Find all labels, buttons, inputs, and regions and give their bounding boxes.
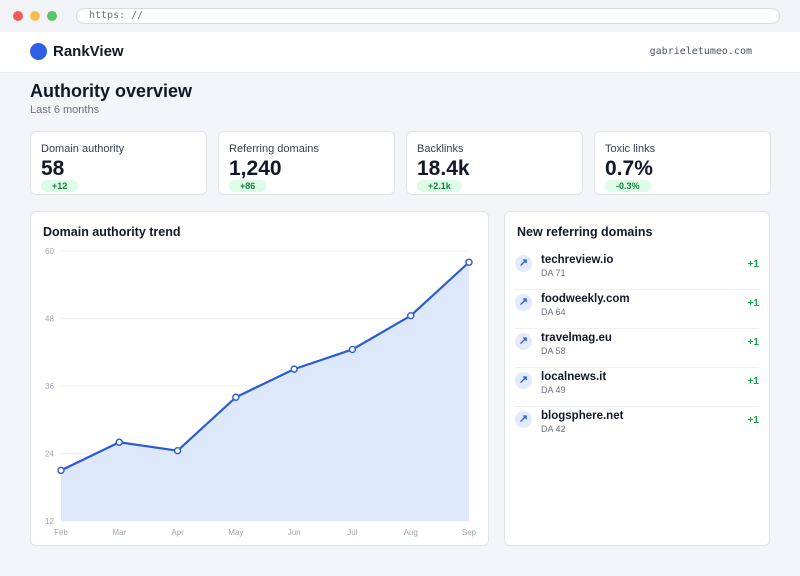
arrow-up-right-icon: ↗ [515,255,532,272]
trend-point[interactable] [348,345,357,354]
referring-domain-authority: DA 71 [541,268,566,278]
referring-domain-authority: DA 49 [541,385,566,395]
referring-domain-row[interactable]: ↗ techreview.io DA 71 +1 [515,251,759,290]
trend-line [60,261,470,472]
referring-domain-name[interactable]: blogsphere.net [541,410,624,422]
stat-value: 0.7% [605,157,653,180]
referring-domain-name[interactable]: localnews.it [541,371,607,383]
brand-name[interactable]: RankView [53,43,124,60]
stat-value: 1,240 [229,157,282,180]
referring-domain-delta: +1 [747,298,759,309]
trend-point[interactable] [232,393,240,401]
referring-domain-row[interactable]: ↗ foodweekly.com DA 64 +1 [515,290,759,329]
stat-label: Toxic links [605,143,656,155]
x-tick-label: May [228,528,243,537]
trend-point[interactable] [407,311,415,320]
app-header: RankView gabrieletumeo.com [0,32,800,73]
trend-point[interactable] [57,466,65,475]
user-account[interactable]: gabrieletumeo.com [649,46,752,57]
stat-delta-badge: -0.3% [605,180,651,192]
stat-value: 58 [41,157,65,180]
trend-point[interactable] [465,258,473,266]
referring-domain-delta: +1 [747,415,759,426]
trend-area [61,262,469,521]
y-tick-label: 60 [45,247,54,256]
referring-domain-authority: DA 42 [541,424,566,434]
trend-point[interactable] [115,438,123,446]
stat-label: Referring domains [229,143,319,155]
stat-delta-badge: +86 [229,180,267,192]
arrow-up-right-icon: ↗ [515,294,532,311]
referring-domain-delta: +1 [747,259,759,270]
referring-domain-delta: +1 [747,376,759,387]
x-tick-label: Sep [462,528,477,537]
page-title: Authority overview [30,81,193,101]
stat-card-backlinks: Backlinks 18.4k +2.1k [406,131,583,195]
arrow-up-right-icon: ↗ [515,372,532,389]
referring-domain-row[interactable]: ↗ travelmag.eu DA 58 +1 [515,329,759,368]
x-tick-label: Feb [54,528,68,537]
referring-domain-name[interactable]: travelmag.eu [541,332,612,344]
x-tick-label: Jun [288,528,301,537]
referring-domain-authority: DA 64 [541,307,566,317]
x-tick-label: Aug [404,528,418,537]
y-tick-label: 12 [45,517,54,526]
arrow-up-right-icon: ↗ [515,411,532,428]
stat-delta-badge: +2.1k [417,180,462,192]
y-tick-label: 24 [45,450,54,459]
referring-title: New referring domains [517,225,653,239]
trend-panel: Domain authority trend 60 48 36 24 12 Feb Mar A… [30,211,489,546]
stat-card-toxic-links: Toxic links 0.7% -0.3% [594,131,771,195]
browser-chrome: https: // [0,0,800,32]
stat-label: Domain authority [41,143,125,155]
trend-title: Domain authority trend [43,225,181,239]
arrow-up-right-icon: ↗ [515,333,532,350]
y-tick-label: 48 [45,315,54,324]
x-tick-label: Apr [171,528,184,537]
y-tick-label: 36 [45,382,54,391]
referring-domain-row[interactable]: ↗ blogsphere.net DA 42 +1 [515,407,759,446]
referring-domain-name[interactable]: foodweekly.com [541,293,630,305]
brand-logo-icon [30,43,47,60]
stat-label: Backlinks [417,143,464,155]
page-subtitle: Last 6 months [30,104,100,116]
address-bar[interactable]: https: // [76,8,780,24]
x-tick-label: Mar [112,528,126,537]
stat-card-domain-authority: Domain authority 58 +12 [30,131,207,195]
stat-card-referring-domains: Referring domains 1,240 +86 [218,131,395,195]
referring-domain-authority: DA 58 [541,346,566,356]
referring-panel: New referring domains ↗ techreview.io DA 7… [504,211,770,546]
referring-domain-row[interactable]: ↗ localnews.it DA 49 +1 [515,368,759,407]
x-tick-label: Jul [347,528,357,537]
trend-point[interactable] [173,446,182,455]
stat-value: 18.4k [417,157,470,180]
close-window-button[interactable] [13,11,23,21]
trend-point[interactable] [290,365,298,373]
maximize-window-button[interactable] [47,11,57,21]
referring-domain-name[interactable]: techreview.io [541,254,614,266]
minimize-window-button[interactable] [30,11,40,21]
stat-delta-badge: +12 [41,180,79,192]
referring-domain-delta: +1 [747,337,759,348]
